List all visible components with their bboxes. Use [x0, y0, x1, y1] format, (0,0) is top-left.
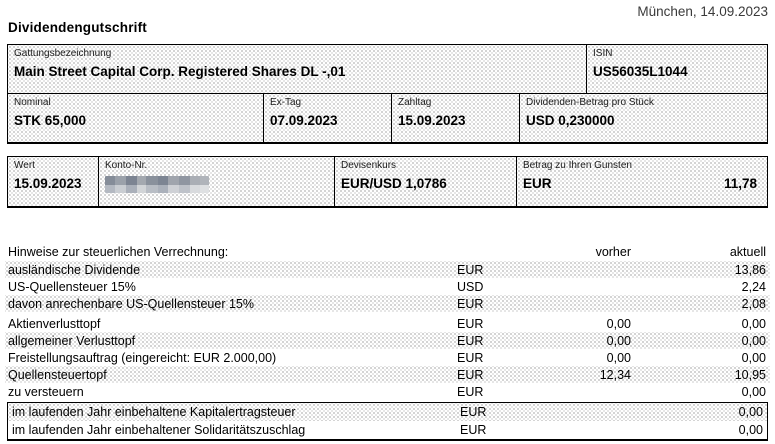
tax-row-currency: EUR: [457, 333, 484, 348]
tax-row-label: im laufenden Jahr einbehaltene Kapitaler…: [12, 405, 296, 419]
security-table-row-2: Nominal STK 65,000 Ex-Tag 07.09.2023 Zah…: [8, 93, 767, 142]
tax-heading: Hinweise zur steuerlichen Verrechnung:: [8, 245, 229, 259]
dividende-pro-stueck-value: USD 0,230000: [526, 113, 615, 128]
konto-nr-label: Konto-Nr.: [105, 160, 148, 171]
security-table: Gattungsbezeichnung Main Street Capital …: [7, 44, 768, 144]
betrag-amount: 11,78: [723, 176, 757, 191]
tax-row-aktuell: 0,00: [741, 333, 766, 348]
tax-row-currency: EUR: [457, 367, 484, 382]
betrag-label: Betrag zu Ihren Gunsten: [523, 160, 632, 171]
tax-row-aktuell: 0,00: [738, 405, 763, 419]
isin-label: ISIN: [593, 48, 613, 59]
cell-isin: ISIN US56035L1044: [586, 45, 767, 93]
tax-row-label: im laufenden Jahr einbehaltener Solidari…: [12, 423, 306, 437]
tax-row-vorher: 0,00: [606, 333, 631, 348]
page-title: Dividendengutschrift: [8, 20, 148, 35]
devisenkurs-label: Devisenkurs: [341, 160, 397, 171]
ex-tag-value: 07.09.2023: [270, 113, 338, 128]
tax-row-currency: EUR: [460, 423, 487, 437]
tax-row-label: Aktienverlusttopf: [8, 316, 101, 331]
tax-row-us-quellensteuer: US-Quellensteuer 15% USD 2,24: [5, 278, 770, 295]
isin-value: US56035L1044: [593, 64, 688, 79]
cell-ex-tag: Ex-Tag 07.09.2023: [263, 94, 391, 142]
tax-rows: ausländische Dividende EUR 13,86 US-Quel…: [5, 261, 770, 400]
tax-row-vorher: 0,00: [606, 350, 631, 365]
zahltag-label: Zahltag: [398, 97, 432, 108]
tax-row-aktuell: 10,95: [734, 367, 766, 382]
column-header-vorher: vorher: [595, 245, 631, 259]
payment-table: Wert 15.09.2023 Konto-Nr. Devisenkurs EU…: [7, 156, 768, 208]
gattungsbezeichnung-value: Main Street Capital Corp. Registered Sha…: [14, 64, 346, 79]
tax-row-aktuell: 2,24: [741, 279, 766, 294]
devisenkurs-value: EUR/USD 1,0786: [341, 176, 447, 191]
payment-table-row: Wert 15.09.2023 Konto-Nr. Devisenkurs EU…: [8, 157, 767, 206]
tax-row-aktuell: 0,00: [741, 316, 766, 331]
tax-row-label: zu versteuern: [8, 384, 84, 399]
tax-row-allgemeiner-verlusttopf: allgemeiner Verlusttopf EUR 0,00 0,00: [5, 332, 770, 349]
tax-row-anrechenbare-us-quellensteuer: davon anrechenbare US-Quellensteuer 15% …: [5, 295, 770, 312]
tax-header-row: Hinweise zur steuerlichen Verrechnung: v…: [5, 243, 770, 261]
tax-row-label: davon anrechenbare US-Quellensteuer 15%: [8, 296, 254, 311]
tax-row-label: Quellensteuertopf: [8, 367, 107, 382]
nominal-value: STK 65,000: [14, 113, 87, 128]
tax-row-solidaritaetszuschlag: im laufenden Jahr einbehaltener Solidari…: [8, 421, 767, 439]
betrag-currency: EUR: [523, 176, 552, 191]
tax-row-currency: EUR: [457, 384, 484, 399]
column-header-aktuell: aktuell: [729, 245, 766, 259]
tax-row-kapitalertragsteuer: im laufenden Jahr einbehaltene Kapitaler…: [8, 403, 767, 421]
city-date: München, 14.09.2023: [637, 4, 768, 19]
tax-row-aktuell: 13,86: [734, 262, 766, 277]
cell-betrag-zu-ihren-gunsten: Betrag zu Ihren Gunsten EUR 11,78: [516, 157, 767, 206]
tax-row-vorher: 0,00: [606, 316, 631, 331]
tax-row-currency: EUR: [460, 405, 487, 419]
tax-row-currency: EUR: [457, 316, 484, 331]
tax-section: Hinweise zur steuerlichen Verrechnung: v…: [5, 243, 770, 441]
cell-nominal: Nominal STK 65,000: [8, 94, 263, 142]
tax-row-zu-versteuern: zu versteuern EUR 0,00: [5, 383, 770, 400]
tax-row-auslaendische-dividende: ausländische Dividende EUR 13,86: [5, 261, 770, 278]
tax-row-aktuell: 2,08: [741, 296, 766, 311]
betrag-value: EUR 11,78: [523, 176, 761, 191]
cell-devisenkurs: Devisenkurs EUR/USD 1,0786: [334, 157, 516, 206]
tax-row-currency: USD: [457, 279, 484, 294]
tax-row-currency: EUR: [457, 262, 484, 277]
cell-gattungsbezeichnung: Gattungsbezeichnung Main Street Capital …: [8, 45, 586, 93]
dividende-pro-stueck-label: Dividenden-Betrag pro Stück: [526, 97, 654, 108]
tax-row-currency: EUR: [457, 296, 484, 311]
withheld-tax-box: im laufenden Jahr einbehaltene Kapitaler…: [7, 402, 768, 441]
tax-row-label: Freistellungsauftrag (eingereicht: EUR 2…: [8, 350, 277, 365]
zahltag-value: 15.09.2023: [398, 113, 466, 128]
tax-row-freistellungsauftrag: Freistellungsauftrag (eingereicht: EUR 2…: [5, 349, 770, 366]
wert-value: 15.09.2023: [14, 176, 82, 191]
cell-zahltag: Zahltag 15.09.2023: [391, 94, 519, 142]
cell-dividende-pro-stueck: Dividenden-Betrag pro Stück USD 0,230000: [519, 94, 767, 142]
gattungsbezeichnung-label: Gattungsbezeichnung: [14, 48, 112, 59]
tax-row-vorher: 12,34: [599, 367, 631, 382]
tax-row-aktuell: 0,00: [738, 423, 763, 437]
tax-row-label: allgemeiner Verlusttopf: [8, 333, 136, 348]
redacted-account-number: [105, 176, 209, 193]
security-table-row-1: Gattungsbezeichnung Main Street Capital …: [8, 45, 767, 93]
tax-row-label: ausländische Dividende: [8, 262, 141, 277]
tax-row-label: US-Quellensteuer 15%: [8, 279, 136, 294]
nominal-label: Nominal: [14, 97, 51, 108]
tax-row-aktuell: 0,00: [741, 384, 766, 399]
tax-row-quellensteuertopf: Quellensteuertopf EUR 12,34 10,95: [5, 366, 770, 383]
wert-label: Wert: [14, 160, 35, 171]
ex-tag-label: Ex-Tag: [270, 97, 302, 108]
tax-row-aktuell: 0,00: [741, 350, 766, 365]
cell-konto-nr: Konto-Nr.: [98, 157, 334, 206]
cell-wert: Wert 15.09.2023: [8, 157, 98, 206]
tax-row-currency: EUR: [457, 350, 484, 365]
tax-row-aktienverlusttopf: Aktienverlusttopf EUR 0,00 0,00: [5, 315, 770, 332]
